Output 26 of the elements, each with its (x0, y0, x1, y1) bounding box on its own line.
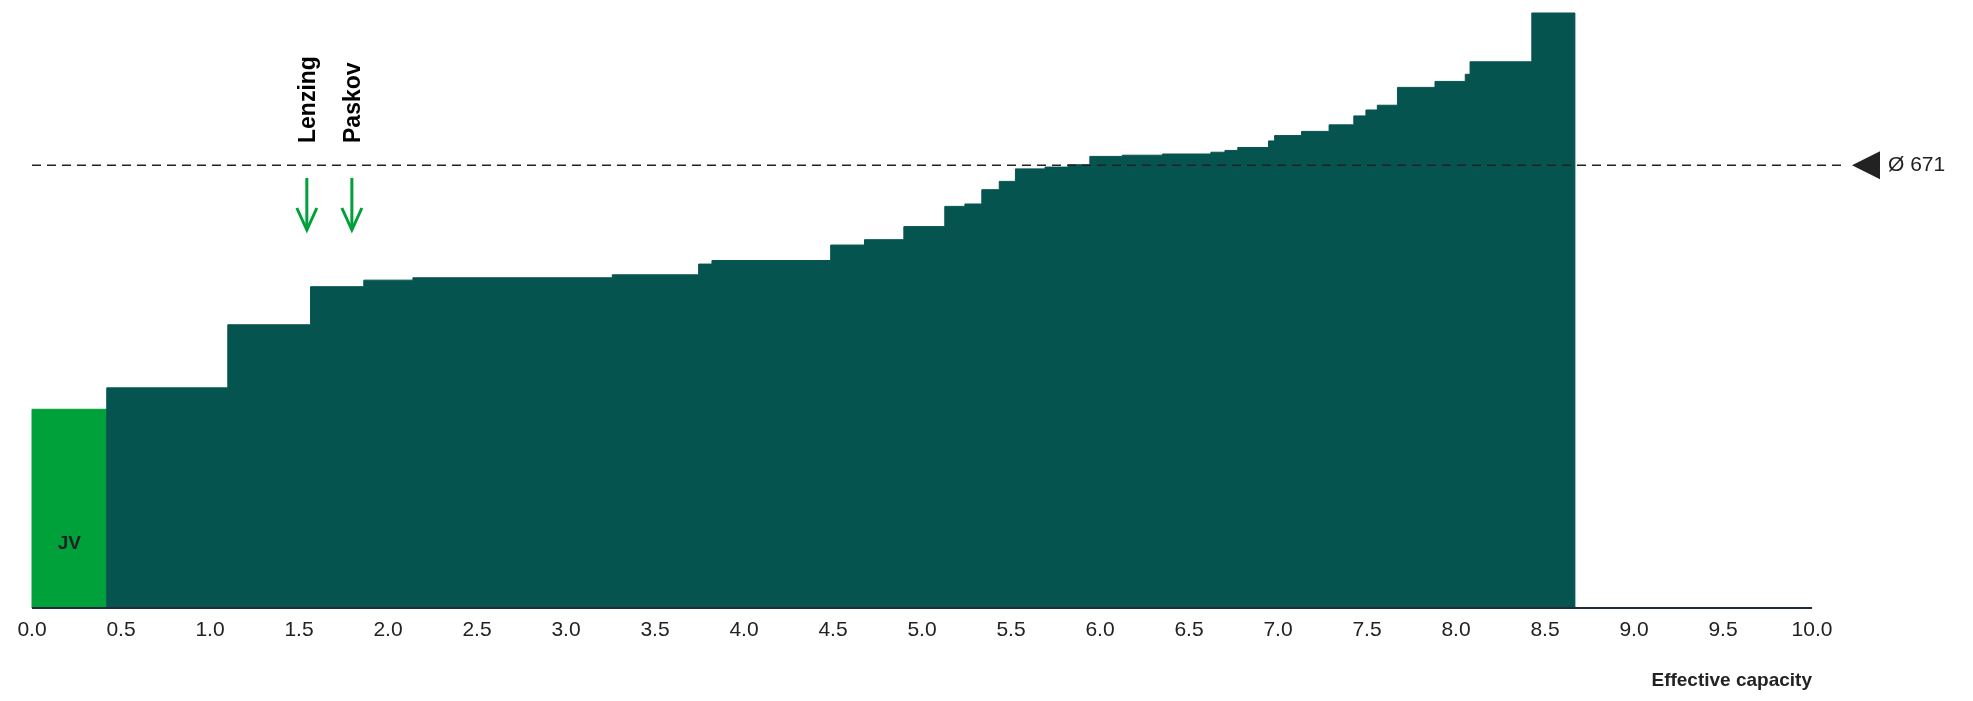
x-tick-label: 6.5 (1174, 617, 1204, 640)
x-tick-label: 9.5 (1708, 617, 1738, 640)
x-tick-label: 3.5 (640, 617, 670, 640)
x-tick-label: 5.0 (907, 617, 937, 640)
x-tick-label: 1.5 (284, 617, 314, 640)
x-axis-title: Effective capacity (1651, 669, 1813, 690)
x-tick-label: 8.0 (1441, 617, 1471, 640)
x-tick-label: 2.0 (373, 617, 403, 640)
x-tick-label: 4.0 (729, 617, 759, 640)
x-tick-label: 0.5 (106, 617, 136, 640)
x-tick-label: 5.5 (996, 617, 1026, 640)
x-tick-label: 10.0 (1791, 617, 1833, 640)
x-tick-label: 3.0 (551, 617, 581, 640)
x-tick-label: 0.0 (17, 617, 47, 640)
ref-line-label: Ø 671 (1888, 151, 1946, 175)
x-tick-label: 7.5 (1352, 617, 1382, 640)
x-tick-label: 4.5 (818, 617, 848, 640)
x-tick-label: 1.0 (195, 617, 225, 640)
x-tick-label: 9.0 (1619, 617, 1649, 640)
annotation: Paskov (338, 62, 365, 143)
x-tick-label: 7.0 (1263, 617, 1293, 640)
annotation: JV (57, 532, 82, 554)
annotation: Lenzing (293, 56, 320, 143)
x-tick-label: 8.5 (1530, 617, 1560, 640)
x-tick-label: 6.0 (1085, 617, 1115, 640)
x-tick-label: 2.5 (462, 617, 492, 640)
